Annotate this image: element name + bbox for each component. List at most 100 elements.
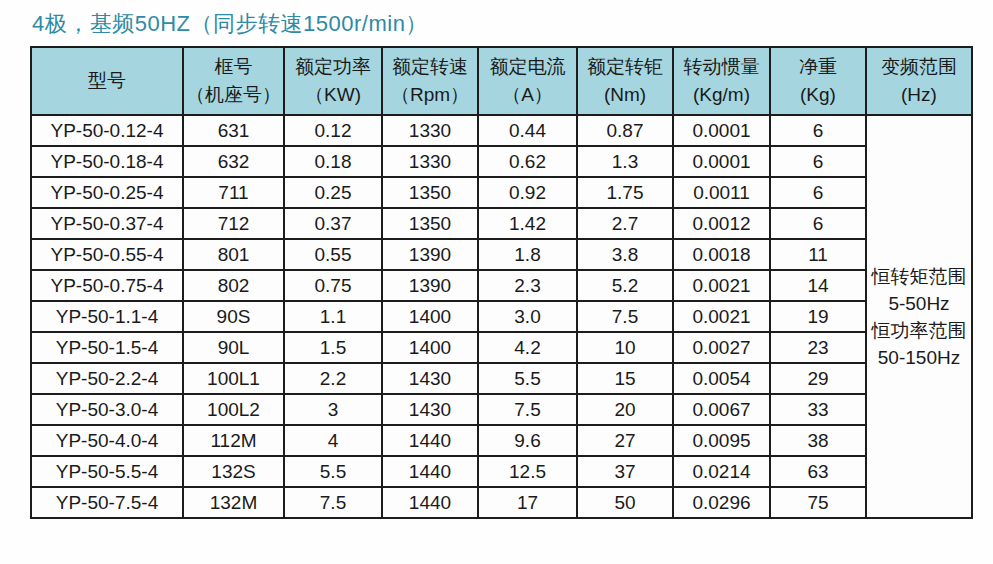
table-cell: 38 bbox=[770, 425, 866, 456]
col-header-model-label: 型号 bbox=[34, 67, 180, 95]
col-header-rated-speed: 额定转速 （Rpm） bbox=[382, 47, 478, 115]
table-cell: YP-50-0.12-4 bbox=[31, 115, 183, 146]
table-row: YP-50-0.12-46310.1213300.440.870.00016恒转… bbox=[31, 115, 972, 146]
table-cell: 1440 bbox=[382, 456, 478, 487]
table-row: YP-50-0.18-46320.1813300.621.30.00016 bbox=[31, 146, 972, 177]
table-cell: 0.12 bbox=[284, 115, 382, 146]
table-cell: 1350 bbox=[382, 177, 478, 208]
table-cell: YP-50-0.25-4 bbox=[31, 177, 183, 208]
table-cell: 33 bbox=[770, 394, 866, 425]
table-cell: 14 bbox=[770, 270, 866, 301]
table-cell: 2.7 bbox=[577, 208, 673, 239]
table-cell: 1390 bbox=[382, 239, 478, 270]
freq-range-line: 50-150Hz bbox=[869, 344, 969, 371]
page: 4极，基频50HZ（同步转速1500r/min） 型号 框号 （机座号） bbox=[0, 0, 993, 564]
table-cell: 1400 bbox=[382, 301, 478, 332]
table-cell: 0.0095 bbox=[673, 425, 770, 456]
table-cell: 631 bbox=[183, 115, 284, 146]
table-cell: 1330 bbox=[382, 115, 478, 146]
table-cell: 6 bbox=[770, 208, 866, 239]
table-cell: 132S bbox=[183, 456, 284, 487]
table-row: YP-50-0.37-47120.3713501.422.70.00126 bbox=[31, 208, 972, 239]
table-cell: YP-50-3.0-4 bbox=[31, 394, 183, 425]
table-cell: YP-50-0.75-4 bbox=[31, 270, 183, 301]
table-cell: 0.0054 bbox=[673, 363, 770, 394]
table-cell: 1.1 bbox=[284, 301, 382, 332]
table-cell: 802 bbox=[183, 270, 284, 301]
table-row: YP-50-5.5-4132S5.5144012.5370.021463 bbox=[31, 456, 972, 487]
table-header: 型号 框号 （机座号） 额定功率 （KW) 额定转速 （Rpm） 额定电流 （A… bbox=[31, 47, 972, 115]
table-cell: YP-50-5.5-4 bbox=[31, 456, 183, 487]
table-cell: YP-50-1.5-4 bbox=[31, 332, 183, 363]
table-cell: 0.25 bbox=[284, 177, 382, 208]
table-cell: 29 bbox=[770, 363, 866, 394]
table-cell: 1430 bbox=[382, 363, 478, 394]
header-row: 型号 框号 （机座号） 额定功率 （KW) 额定转速 （Rpm） 额定电流 （A… bbox=[31, 47, 972, 115]
table-cell: YP-50-4.0-4 bbox=[31, 425, 183, 456]
table-cell: 0.0067 bbox=[673, 394, 770, 425]
table-cell: 0.92 bbox=[478, 177, 577, 208]
table-cell: 12.5 bbox=[478, 456, 577, 487]
table-cell: YP-50-0.37-4 bbox=[31, 208, 183, 239]
table-row: YP-50-0.25-47110.2513500.921.750.00116 bbox=[31, 177, 972, 208]
table-cell: 9.6 bbox=[478, 425, 577, 456]
table-cell: 27 bbox=[577, 425, 673, 456]
table-cell: YP-50-0.18-4 bbox=[31, 146, 183, 177]
table-cell: 0.37 bbox=[284, 208, 382, 239]
table-cell: 112M bbox=[183, 425, 284, 456]
table-cell: 19 bbox=[770, 301, 866, 332]
table-cell: 10 bbox=[577, 332, 673, 363]
table-cell: 1330 bbox=[382, 146, 478, 177]
table-body: YP-50-0.12-46310.1213300.440.870.00016恒转… bbox=[31, 115, 972, 518]
table-cell: YP-50-0.55-4 bbox=[31, 239, 183, 270]
table-cell: 0.0011 bbox=[673, 177, 770, 208]
table-cell: 1.42 bbox=[478, 208, 577, 239]
table-row: YP-50-7.5-4132M7.5144017500.029675 bbox=[31, 487, 972, 518]
table-cell: 11 bbox=[770, 239, 866, 270]
table-cell: 3.0 bbox=[478, 301, 577, 332]
table-cell: 5.2 bbox=[577, 270, 673, 301]
table-cell: 0.0001 bbox=[673, 115, 770, 146]
col-header-freq-range: 变频范围 (Hz) bbox=[866, 47, 972, 115]
table-cell: 50 bbox=[577, 487, 673, 518]
table-cell: 5.5 bbox=[284, 456, 382, 487]
table-cell: 0.75 bbox=[284, 270, 382, 301]
table-cell: 6 bbox=[770, 146, 866, 177]
freq-range-merged-cell: 恒转矩范围5-50Hz恒功率范围50-150Hz bbox=[866, 115, 972, 518]
table-cell: 17 bbox=[478, 487, 577, 518]
col-header-inertia: 转动惯量 (Kg/m) bbox=[673, 47, 770, 115]
table-cell: 0.0001 bbox=[673, 146, 770, 177]
table-cell: 100L1 bbox=[183, 363, 284, 394]
table-cell: 712 bbox=[183, 208, 284, 239]
freq-range-line: 恒功率范围 bbox=[869, 317, 969, 344]
motor-spec-table: 型号 框号 （机座号） 额定功率 （KW) 额定转速 （Rpm） 额定电流 （A… bbox=[30, 46, 973, 519]
table-row: YP-50-0.55-48010.5513901.83.80.001811 bbox=[31, 239, 972, 270]
table-cell: 90L bbox=[183, 332, 284, 363]
table-cell: 6 bbox=[770, 177, 866, 208]
table-cell: 632 bbox=[183, 146, 284, 177]
table-cell: 5.5 bbox=[478, 363, 577, 394]
table-row: YP-50-3.0-4100L2314307.5200.006733 bbox=[31, 394, 972, 425]
table-cell: 100L2 bbox=[183, 394, 284, 425]
table-row: YP-50-4.0-4112M414409.6270.009538 bbox=[31, 425, 972, 456]
table-cell: 3 bbox=[284, 394, 382, 425]
table-cell: 0.0296 bbox=[673, 487, 770, 518]
table-row: YP-50-2.2-4100L12.214305.5150.005429 bbox=[31, 363, 972, 394]
table-cell: 0.0012 bbox=[673, 208, 770, 239]
freq-range-line: 恒转矩范围 bbox=[869, 263, 969, 290]
table-cell: 4.2 bbox=[478, 332, 577, 363]
table-cell: 2.3 bbox=[478, 270, 577, 301]
table-cell: 7.5 bbox=[577, 301, 673, 332]
table-cell: 132M bbox=[183, 487, 284, 518]
col-header-rated-current: 额定电流 （A） bbox=[478, 47, 577, 115]
table-cell: 90S bbox=[183, 301, 284, 332]
table-cell: 1.75 bbox=[577, 177, 673, 208]
col-header-rated-torque: 额定转钜 (Nm) bbox=[577, 47, 673, 115]
table-cell: 1.3 bbox=[577, 146, 673, 177]
table-cell: 0.0021 bbox=[673, 270, 770, 301]
table-cell: 711 bbox=[183, 177, 284, 208]
table-cell: 0.0027 bbox=[673, 332, 770, 363]
table-cell: 0.0021 bbox=[673, 301, 770, 332]
table-cell: 0.87 bbox=[577, 115, 673, 146]
table-cell: 7.5 bbox=[284, 487, 382, 518]
